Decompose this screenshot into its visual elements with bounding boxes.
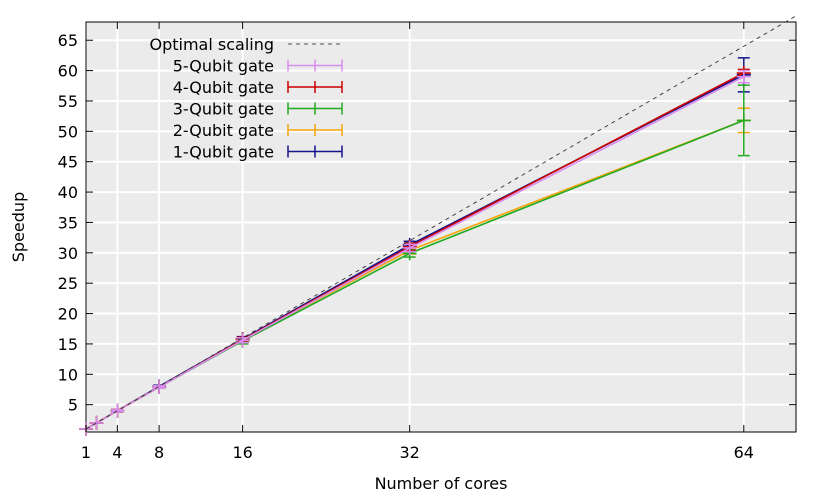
y-axis-label: Speedup [9, 192, 28, 262]
legend-label: 4-Qubit gate [173, 78, 274, 97]
y-tick-label: 5 [68, 396, 78, 415]
y-tick-label: 50 [58, 122, 78, 141]
y-tick-label: 30 [58, 244, 78, 263]
x-tick-label: 8 [154, 443, 164, 462]
y-tick-label: 40 [58, 183, 78, 202]
data-point [235, 333, 250, 348]
x-tick-label: 1 [81, 443, 91, 462]
legend-label: 5-Qubit gate [173, 57, 274, 76]
plot-area [86, 22, 796, 432]
y-tick-label: 15 [58, 335, 78, 354]
x-axis-label: Number of cores [375, 474, 508, 493]
y-tick-label: 65 [58, 31, 78, 50]
legend-label: 3-Qubit gate [173, 100, 274, 119]
x-tick-label: 64 [734, 443, 754, 462]
legend-label: 1-Qubit gate [173, 143, 274, 162]
y-tick-label: 35 [58, 213, 78, 232]
y-tick-label: 45 [58, 153, 78, 172]
legend: Optimal scaling 5-Qubit gate 4-Qubit gate 3… [149, 35, 343, 162]
data-point [736, 69, 751, 84]
grid [85, 22, 796, 432]
data-point [89, 415, 104, 430]
x-tick-label: 4 [112, 443, 122, 462]
plot-frame [85, 21, 797, 433]
x-tick-label: 16 [232, 443, 252, 462]
y-tick-label: 20 [58, 305, 78, 324]
x-tick-label: 32 [399, 443, 419, 462]
y-tick-label: 55 [58, 92, 78, 111]
y-tick-label: 60 [58, 62, 78, 81]
legend-label: Optimal scaling [149, 35, 274, 54]
y-tick-label: 25 [58, 274, 78, 293]
legend-label: 2-Qubit gate [173, 121, 274, 140]
data-point [402, 240, 417, 255]
data-point [736, 113, 751, 128]
y-tick-label: 10 [58, 365, 78, 384]
data-point [152, 380, 167, 395]
data-point [110, 403, 125, 418]
optimal-scaling-line [85, 15, 797, 430]
